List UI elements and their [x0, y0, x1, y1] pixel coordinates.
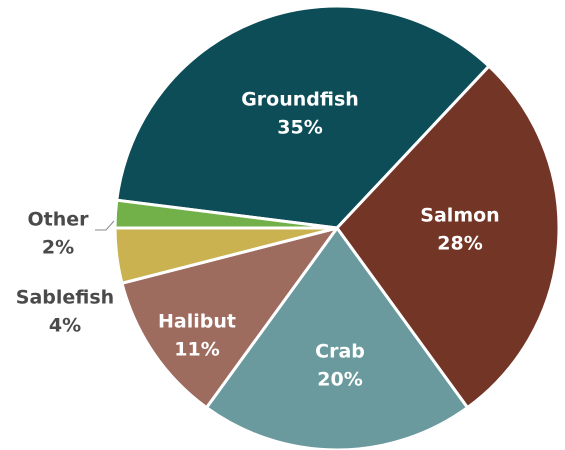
slice-value: 20% [317, 369, 362, 391]
pie-slice [113, 198, 338, 230]
slice-label: Crab [315, 341, 365, 363]
pie-slice [335, 64, 561, 410]
slice-label: Other [27, 209, 89, 231]
slice-label: Sablefish [16, 287, 114, 309]
slice-value: 2% [42, 237, 74, 259]
slice-value: 28% [437, 233, 482, 255]
slice-label: Halibut [158, 311, 236, 333]
slice-label: Groundfish [241, 89, 359, 111]
slice-value: 11% [174, 339, 219, 361]
pie-slice [120, 225, 341, 410]
leader-line [95, 220, 115, 231]
slice-value: 35% [277, 117, 322, 139]
slice-label: Salmon [420, 205, 499, 227]
pie-slice [115, 4, 492, 230]
slice-value: 4% [49, 315, 81, 337]
